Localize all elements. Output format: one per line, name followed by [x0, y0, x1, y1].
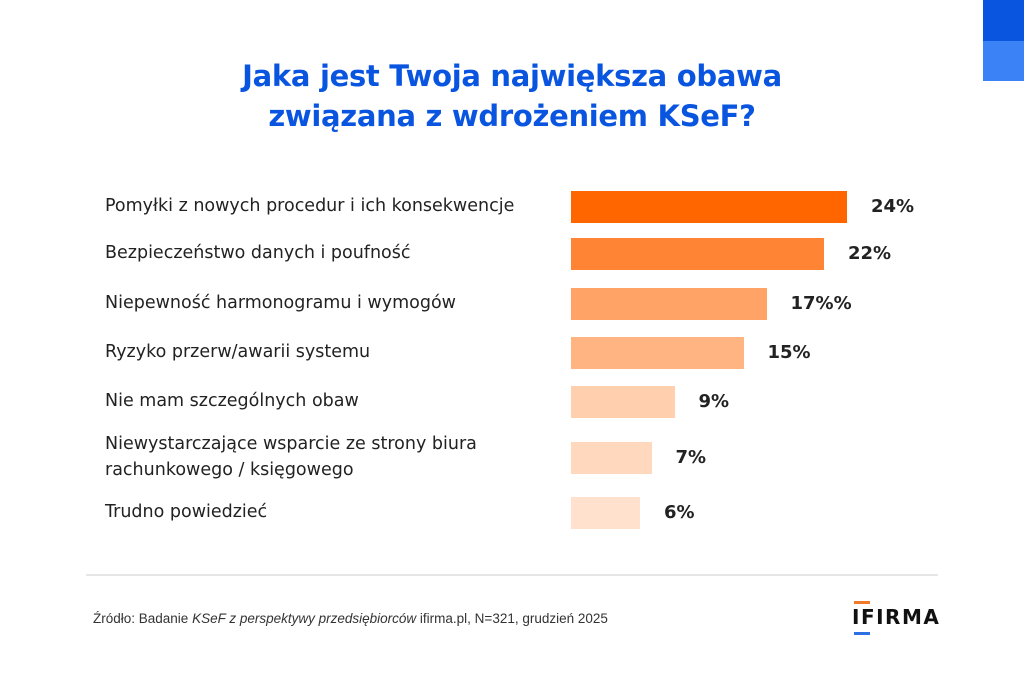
source-suffix: ifirma.pl, N=321, grudzień 2025 [416, 611, 608, 626]
category-label-line: Bezpieczeństwo danych i poufność [105, 243, 411, 263]
value-label: 15% [767, 342, 811, 363]
value-label: 7% [675, 447, 707, 468]
bar [571, 191, 847, 223]
value-label: 9% [698, 391, 730, 412]
chart-title-line-1: Jaka jest Twoja największa obawa [242, 59, 782, 93]
logo-text: IFIRMA [852, 605, 941, 629]
value-label: 6% [664, 502, 695, 523]
divider [86, 574, 938, 576]
value-label: 24% [871, 196, 915, 217]
corner-accent-light [983, 41, 1024, 81]
category-label: Ryzyko przerw/awarii systemu [105, 339, 370, 365]
bar [571, 497, 640, 529]
source-prefix: Źródło: Badanie [93, 611, 193, 626]
category-label: Niepewność harmonogramu i wymogów [105, 290, 456, 316]
bar [571, 386, 675, 418]
category-label-line: Trudno powiedzieć [105, 502, 268, 522]
chart-title: Jaka jest Twoja największa obawa związan… [0, 56, 1024, 136]
bar [571, 288, 767, 320]
value-label: 22% [848, 243, 892, 264]
category-label: Niewystarczające wsparcie ze strony biur… [105, 431, 477, 483]
logo-accent-orange [854, 601, 870, 604]
category-label-line: Ryzyko przerw/awarii systemu [105, 342, 371, 362]
bar [571, 238, 824, 270]
chart-title-line-2: związana z wdrożeniem KSeF? [268, 99, 756, 133]
category-label: Nie mam szczególnych obaw [105, 388, 359, 414]
category-label-line: rachunkowego / księgowego [105, 460, 354, 480]
source-study-title: KSeF z perspektywy przedsiębiorców [192, 611, 417, 626]
category-label-line: Niewystarczające wsparcie ze strony biur… [105, 434, 477, 454]
source-note: Źródło: Badanie KSeF z perspektywy przed… [93, 611, 608, 626]
ifirma-logo: IFIRMA [852, 601, 941, 635]
category-label-line: Pomyłki z nowych procedur i ich konsekwe… [105, 196, 515, 216]
category-label: Pomyłki z nowych procedur i ich konsekwe… [105, 193, 514, 219]
category-label: Trudno powiedzieć [105, 499, 267, 525]
corner-accent-dark [983, 0, 1024, 41]
bar [571, 337, 744, 369]
logo-accent-blue [854, 632, 870, 635]
category-label-line: Nie mam szczególnych obaw [105, 391, 359, 411]
value-label: 17%% [790, 293, 852, 314]
category-label-line: Niepewność harmonogramu i wymogów [105, 293, 456, 313]
bar [571, 442, 652, 474]
category-label: Bezpieczeństwo danych i poufność [105, 240, 411, 266]
